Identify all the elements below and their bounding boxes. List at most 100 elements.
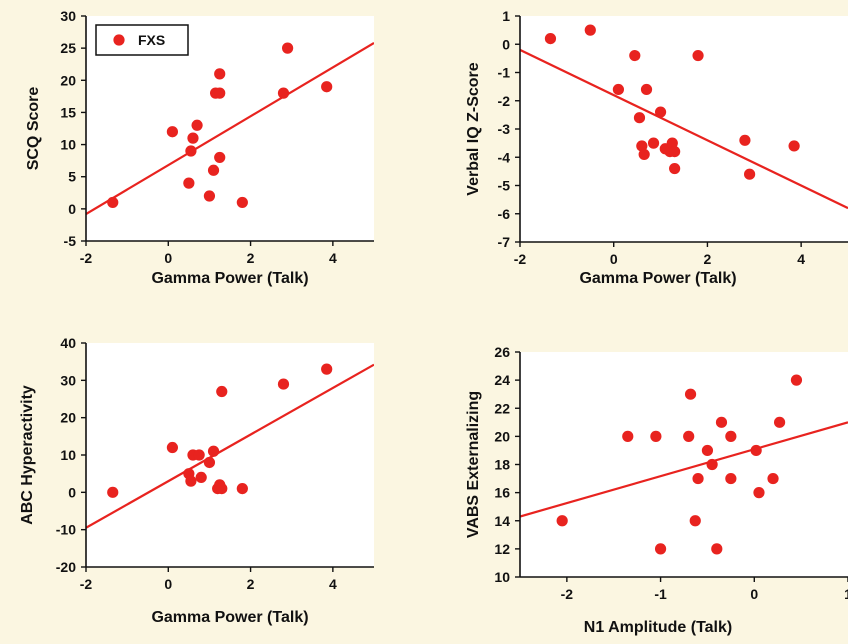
data-point [556, 515, 568, 527]
data-point [647, 137, 660, 149]
data-point [612, 83, 625, 96]
data-point [166, 126, 178, 138]
data-point [767, 472, 779, 485]
y-tick-label: 20 [494, 428, 510, 444]
regression-line [86, 363, 374, 529]
y-tick-label: 10 [60, 137, 76, 153]
y-tick-label: 30 [60, 8, 76, 24]
data-point [282, 42, 294, 54]
x-tick-label: -1 [654, 586, 667, 602]
data-point [629, 49, 641, 62]
y-tick-label: 15 [60, 104, 76, 120]
data-point [790, 374, 803, 386]
data-point [739, 134, 751, 146]
data-point [725, 430, 737, 442]
x-tick-label: 0 [750, 586, 758, 602]
data-point [187, 132, 199, 144]
legend-marker [113, 34, 125, 46]
y-tick-label: -6 [498, 206, 511, 222]
y-tick-label: 10 [60, 447, 76, 463]
chart-panel-4: 10 12 14 16 18 20 22 24 26 -2 -1 0 1 N1 Amplitude (Ta… [465, 344, 848, 636]
regression-line [520, 421, 848, 518]
y-tick-label: -10 [56, 522, 76, 538]
data-point [636, 140, 648, 152]
data-point [207, 445, 220, 457]
x-tick-label: 2 [704, 251, 712, 267]
data-point [185, 475, 197, 487]
data-point [166, 441, 178, 454]
y-tick-label: -2 [498, 93, 511, 109]
plot-area [520, 352, 848, 577]
x-tick-label: 4 [797, 251, 805, 267]
data-point [195, 471, 207, 483]
data-point [654, 543, 667, 555]
x-tick-label: 2 [247, 576, 255, 592]
y-tick-label: 12 [494, 541, 510, 557]
data-point [650, 430, 662, 442]
y-axis-label: Verbal IQ Z-Score [465, 62, 482, 195]
data-point [750, 444, 762, 457]
x-tick-label: 0 [164, 576, 172, 592]
y-tick-label: 1 [502, 8, 510, 24]
x-tick-label: 4 [329, 576, 337, 592]
data-point [788, 140, 800, 152]
y-tick-label: 5 [68, 169, 76, 185]
plot-area [86, 343, 374, 567]
y-tick-label: -3 [498, 121, 511, 137]
x-tick-label: 0 [164, 250, 172, 266]
data-point [725, 472, 737, 485]
y-tick-label: -20 [56, 559, 76, 575]
data-point [216, 385, 228, 398]
y-tick-label: 20 [60, 72, 76, 88]
data-point [277, 87, 290, 99]
y-tick-label: 14 [494, 513, 510, 529]
data-point [183, 177, 195, 189]
data-point [753, 487, 765, 499]
x-tick-label: 1 [844, 586, 848, 602]
data-point [683, 430, 695, 442]
data-point [191, 119, 203, 131]
data-point [669, 146, 681, 158]
data-point [701, 444, 714, 457]
y-tick-label: -5 [64, 233, 77, 249]
chart-panel-1: -5 0 5 10 15 20 25 30 -2 0 2 4 Gamma Power (Talk) SCQ… [25, 8, 374, 287]
data-point [692, 49, 704, 62]
x-tick-label: 0 [610, 251, 618, 267]
data-point [715, 416, 728, 428]
x-tick-label: -2 [514, 251, 527, 267]
data-point [638, 148, 650, 161]
data-point [107, 486, 119, 498]
y-tick-label: -4 [498, 149, 511, 165]
data-point [193, 449, 205, 461]
data-point [236, 483, 248, 495]
x-axis-label: Gamma Power (Talk) [151, 609, 308, 626]
data-point [706, 458, 718, 471]
data-point [692, 472, 704, 485]
y-tick-label: 30 [60, 372, 76, 388]
data-point [236, 196, 248, 209]
y-tick-label: 26 [494, 344, 510, 360]
y-axis-label: ABC Hyperactivity [19, 385, 36, 525]
data-point [633, 112, 646, 124]
x-tick-label: -2 [561, 586, 574, 602]
data-point [711, 543, 723, 555]
data-point [277, 378, 290, 390]
y-tick-label: 40 [60, 335, 76, 351]
data-point [544, 33, 557, 45]
chart-panel-2: -7 -6 -5 -4 -3 -2 -1 0 1 -2 0 2 4 Gamma Power (Talk) V… [465, 8, 848, 287]
y-tick-label: 0 [68, 201, 76, 217]
data-point [666, 137, 678, 149]
data-point [773, 416, 786, 428]
data-point [584, 24, 596, 36]
y-tick-label: 18 [494, 457, 510, 473]
data-point [654, 106, 667, 118]
data-point [214, 68, 226, 80]
y-tick-label: 24 [494, 372, 510, 388]
data-point [669, 162, 681, 175]
x-axis-label: Gamma Power (Talk) [151, 270, 308, 287]
data-point [321, 363, 333, 375]
x-axis-label: Gamma Power (Talk) [579, 270, 736, 287]
data-point [744, 168, 756, 180]
